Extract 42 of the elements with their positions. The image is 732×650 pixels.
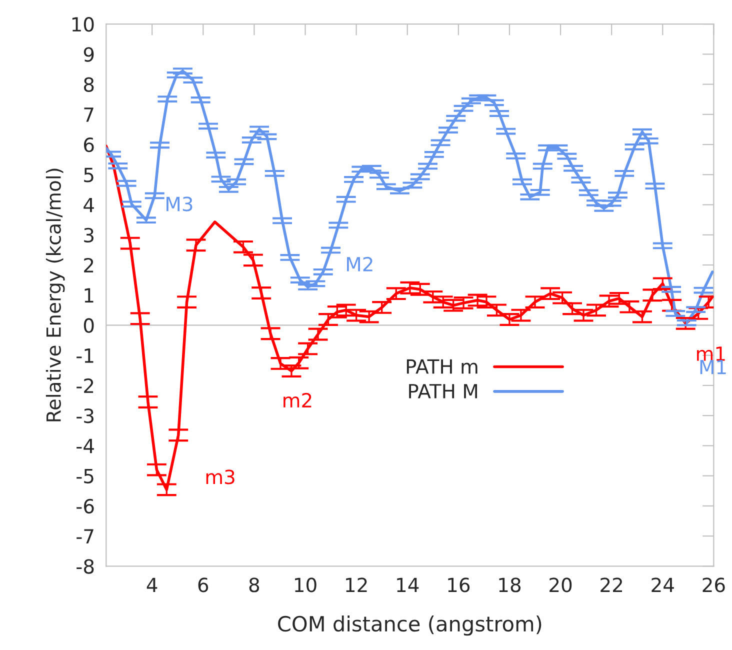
y-tick-label: 9 xyxy=(84,47,94,62)
y-tick-label: -1 xyxy=(76,348,94,363)
x-tick-label: 24 xyxy=(652,578,674,592)
x-tick-label: 22 xyxy=(600,578,622,592)
x-axis-title: COM distance (angstrom) xyxy=(278,616,542,636)
y-tick-label: 0 xyxy=(84,318,94,333)
y-tick-label: 7 xyxy=(84,108,94,122)
x-tick-label: 6 xyxy=(198,578,208,592)
annotation: m3 xyxy=(206,470,234,484)
annotation: M3 xyxy=(166,196,192,212)
y-tick-label: -8 xyxy=(76,559,94,574)
y-tick-label: -7 xyxy=(76,529,94,544)
x-tick-label: 10 xyxy=(295,578,316,592)
x-tick-label: 14 xyxy=(397,578,419,592)
annotation: M2 xyxy=(347,256,372,272)
y-tick-label: 2 xyxy=(84,258,94,272)
y-tick-label: 6 xyxy=(84,137,94,152)
y-tick-label: 4 xyxy=(84,198,94,212)
legend-label: PATH M xyxy=(409,384,478,398)
y-tick-label: 8 xyxy=(84,77,94,92)
annotation: m2 xyxy=(284,392,312,408)
x-tick-label: 20 xyxy=(550,578,572,592)
y-axis-title: Relative Energy (kcal/mol) xyxy=(46,168,65,422)
legend-label: PATH m xyxy=(406,359,478,374)
y-tick-label: 5 xyxy=(84,168,94,182)
y-tick-label: 10 xyxy=(72,17,94,32)
x-tick-label: 18 xyxy=(499,578,521,592)
x-tick-label: 16 xyxy=(448,578,470,592)
annotation: M1 xyxy=(700,360,726,374)
y-tick-label: -4 xyxy=(76,438,94,454)
y-tick-label: 1 xyxy=(84,288,94,302)
y-tick-label: -2 xyxy=(76,378,94,393)
x-tick-label: 8 xyxy=(249,578,260,592)
x-tick-label: 4 xyxy=(146,578,158,592)
x-tick-label: 26 xyxy=(702,578,725,592)
y-tick-label: 3 xyxy=(84,228,94,243)
y-tick-label: -3 xyxy=(76,408,94,424)
annotation: m1 xyxy=(697,346,725,361)
x-tick-label: 12 xyxy=(346,578,367,592)
y-tick-label: -5 xyxy=(76,469,94,484)
y-tick-label: -6 xyxy=(76,498,94,514)
line-series xyxy=(106,70,714,324)
